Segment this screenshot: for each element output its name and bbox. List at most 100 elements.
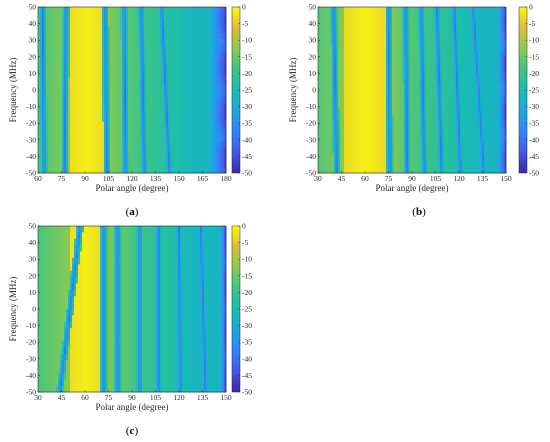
heatmap-cell	[70, 7, 73, 14]
heatmap-cell	[80, 26, 83, 33]
heatmap-cell	[500, 121, 503, 129]
heatmap-cell	[488, 166, 491, 174]
heatmap-cell	[160, 115, 163, 123]
heatmap-cell	[154, 153, 157, 161]
heatmap-cell	[184, 38, 187, 46]
heatmap-cell	[328, 115, 331, 123]
heatmap-cell	[44, 115, 47, 123]
heatmap-cell	[366, 38, 369, 46]
heatmap-cell	[120, 109, 123, 116]
heatmap-cell	[66, 147, 69, 155]
heatmap-cell	[140, 109, 143, 116]
heatmap-cell	[178, 166, 181, 174]
heatmap-cell	[84, 58, 87, 65]
heatmap-cell	[416, 64, 419, 72]
heatmap-cell	[144, 102, 147, 110]
heatmap-cell	[330, 96, 333, 104]
heatmap-cell	[414, 102, 417, 110]
heatmap-cell	[344, 7, 347, 14]
heatmap-cell	[132, 147, 135, 155]
heatmap-cell	[424, 141, 427, 148]
heatmap-cell	[334, 32, 337, 40]
heatmap-cell	[346, 83, 349, 91]
heatmap-cell	[122, 96, 125, 104]
heatmap-cell	[192, 77, 195, 85]
heatmap-cell	[184, 115, 187, 123]
heatmap-cell	[134, 83, 137, 91]
heatmap-cell	[406, 147, 409, 155]
heatmap-cell	[492, 134, 495, 142]
heatmap-cell	[456, 77, 459, 85]
heatmap-cell	[66, 64, 69, 72]
heatmap-cell	[176, 160, 179, 168]
heatmap-cell	[454, 58, 457, 65]
heatmap-cell	[354, 38, 357, 46]
heatmap-cell	[112, 134, 115, 142]
heatmap-cell	[204, 26, 207, 33]
heatmap-cell	[394, 134, 397, 142]
heatmap-cell	[126, 90, 129, 97]
heatmap-cell	[448, 51, 451, 59]
heatmap-cell	[84, 19, 87, 27]
heatmap-cell	[376, 96, 379, 104]
heatmap-cell	[360, 51, 363, 59]
heatmap-cell	[418, 13, 421, 21]
heatmap-cell	[484, 77, 487, 85]
heatmap-cell	[392, 51, 395, 59]
heatmap-cell	[326, 141, 329, 148]
heatmap-cell	[224, 153, 227, 161]
heatmap-cell	[318, 166, 321, 174]
heatmap-cell	[52, 7, 55, 14]
heatmap-cell	[186, 128, 189, 136]
heatmap-cell	[212, 70, 215, 78]
heatmap-cell	[136, 7, 139, 14]
heatmap-cell	[426, 83, 429, 91]
heatmap-cell	[164, 128, 167, 136]
heatmap-cell	[396, 64, 399, 72]
heatmap-cell	[70, 77, 73, 85]
heatmap-cell	[224, 141, 227, 148]
heatmap-cell	[348, 38, 351, 46]
heatmap-cell	[120, 58, 123, 65]
heatmap-cell	[68, 128, 71, 136]
heatmap-cell	[186, 147, 189, 155]
heatmap-cell	[126, 109, 129, 116]
heatmap-cell	[446, 13, 449, 21]
heatmap-cell	[150, 134, 153, 142]
heatmap-cell	[126, 19, 129, 27]
heatmap-cell	[92, 32, 95, 40]
heatmap-cell	[96, 96, 99, 104]
heatmap-cell	[360, 26, 363, 33]
heatmap-cell	[100, 134, 103, 142]
heatmap-cell	[52, 109, 55, 116]
heatmap-cell	[58, 58, 61, 65]
heatmap-cell	[98, 13, 101, 21]
heatmap-cell	[74, 32, 77, 40]
heatmap-cell	[352, 153, 355, 161]
heatmap-cell	[54, 160, 57, 168]
heatmap-cell	[354, 102, 357, 110]
heatmap-cell	[216, 128, 219, 136]
heatmap-cell	[502, 51, 505, 59]
heatmap-cell	[370, 70, 373, 78]
heatmap-cell	[458, 147, 461, 155]
heatmap-cell	[56, 115, 59, 123]
heatmap-cell	[458, 109, 461, 116]
heatmap-cell	[164, 121, 167, 129]
heatmap-cell	[74, 26, 77, 33]
heatmap-cell	[364, 26, 367, 33]
heatmap-cell	[440, 128, 443, 136]
heatmap-cell	[144, 32, 147, 40]
heatmap-cell	[444, 109, 447, 116]
heatmap-cell	[198, 51, 201, 59]
heatmap-cell	[92, 109, 95, 116]
heatmap-cell	[436, 128, 439, 136]
heatmap-cell	[126, 128, 129, 136]
heatmap-cell	[166, 38, 169, 46]
heatmap-cell	[110, 77, 113, 85]
heatmap-cell	[356, 147, 359, 155]
heatmap-cell	[408, 77, 411, 85]
heatmap-cell	[424, 51, 427, 59]
heatmap-cell	[72, 90, 75, 97]
heatmap-cell	[458, 90, 461, 97]
